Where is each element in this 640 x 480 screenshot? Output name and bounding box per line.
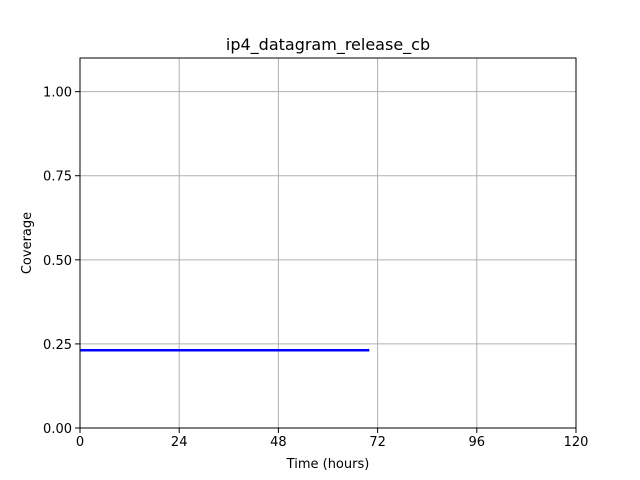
y-axis-label: Coverage <box>20 212 35 274</box>
x-tick-label: 24 <box>171 435 188 450</box>
y-tick-label: 0.25 <box>43 338 72 353</box>
x-tick-label: 0 <box>76 435 84 450</box>
x-tick-label: 120 <box>564 435 589 450</box>
plot-frame <box>79 57 577 429</box>
x-axis-label: Time (hours) <box>286 457 370 472</box>
y-tick-label: 1.00 <box>43 86 72 101</box>
y-tick-label: 0.75 <box>43 170 72 185</box>
y-tick-label: 0.00 <box>43 422 72 437</box>
grid <box>79 58 577 429</box>
x-axis: 0 24 48 72 96 120 <box>76 428 589 450</box>
y-tick-label: 0.50 <box>43 254 72 269</box>
x-tick-label: 48 <box>270 435 287 450</box>
chart-title: ip4_datagram_release_cb <box>226 35 430 55</box>
x-tick-label: 96 <box>469 435 486 450</box>
y-axis: 0.00 0.25 0.50 0.75 1.00 <box>43 86 80 437</box>
x-tick-label: 72 <box>369 435 386 450</box>
